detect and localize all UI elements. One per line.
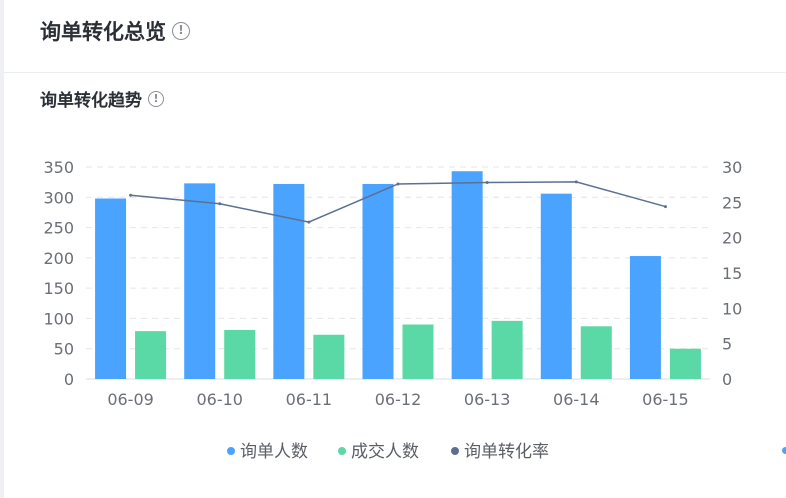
x-tick-label: 06-09	[107, 390, 154, 409]
y-right-tick-label: 25	[722, 193, 742, 212]
conversion-rate-point	[663, 205, 667, 209]
y-right-tick-label: 15	[722, 264, 742, 283]
inquiry-bar	[362, 183, 394, 379]
page-title: 询单转化总览 !	[40, 16, 190, 46]
legend-marker	[227, 447, 235, 455]
y-left-tick-label: 100	[43, 309, 74, 328]
card-header: 询单转化总览 !	[4, 0, 786, 73]
y-left-tick-label: 200	[43, 249, 74, 268]
deal-bar	[224, 329, 256, 379]
y-left-tick-label: 50	[54, 340, 74, 359]
conversion-rate-point	[218, 202, 222, 206]
conversion-rate-point	[574, 180, 578, 184]
conversion-rate-point	[485, 181, 489, 185]
info-icon[interactable]: !	[148, 90, 164, 107]
legend-label: 询单转化率	[464, 442, 549, 462]
legend-overflow-dot	[782, 447, 786, 454]
page-title-text: 询单转化总览	[40, 20, 166, 44]
legend-marker	[451, 447, 459, 455]
y-right-tick-label: 0	[722, 370, 732, 389]
trend-chart: 0 50 100 150 200 250 300 350 0 5 10 15 20 25 30 06-09 06…	[43, 158, 742, 462]
deal-bar	[580, 326, 612, 379]
y-left-tick-label: 350	[43, 158, 74, 177]
conversion-rate-point	[307, 220, 311, 224]
x-tick-label: 06-15	[642, 390, 689, 409]
y-left-tick-label: 0	[64, 370, 74, 389]
deal-bar	[402, 324, 434, 379]
x-tick-label: 06-13	[464, 390, 511, 409]
legend-marker	[338, 447, 346, 455]
inquiry-bar	[95, 198, 127, 379]
inquiry-bar	[629, 256, 661, 379]
y-right-tick-label: 10	[722, 299, 742, 318]
inquiry-bar	[451, 171, 483, 379]
inquiry-bar	[273, 183, 305, 379]
y-right-tick-label: 5	[722, 335, 732, 354]
info-icon[interactable]: !	[172, 22, 190, 40]
x-tick-label: 06-12	[375, 390, 422, 409]
legend-label: 成交人数	[351, 442, 419, 462]
inquiry-bar	[540, 193, 572, 379]
deal-bar	[313, 334, 345, 379]
x-tick-label: 06-11	[286, 390, 333, 409]
y-left-tick-label: 300	[43, 188, 74, 207]
inquiry-bar	[184, 183, 216, 379]
deal-bar	[491, 320, 523, 379]
x-tick-label: 06-10	[196, 390, 243, 409]
y-right-tick-label: 30	[722, 158, 742, 177]
x-tick-label: 06-14	[553, 390, 600, 409]
overview-card: 询单转化总览 ! 询单转化趋势 ! 0 50 100 150 200 250 300 350 0…	[4, 0, 786, 498]
deal-bar	[135, 331, 167, 379]
y-left-tick-label: 150	[43, 279, 74, 298]
legend-label: 询单人数	[240, 442, 308, 462]
conversion-rate-point	[396, 182, 400, 186]
conversion-rate-point	[129, 193, 133, 197]
section-title-text: 询单转化趋势	[40, 91, 142, 111]
y-left-tick-label: 250	[43, 219, 74, 238]
section-title: 询单转化趋势 !	[40, 86, 164, 111]
deal-bar	[669, 348, 701, 379]
y-right-tick-label: 20	[722, 229, 742, 248]
